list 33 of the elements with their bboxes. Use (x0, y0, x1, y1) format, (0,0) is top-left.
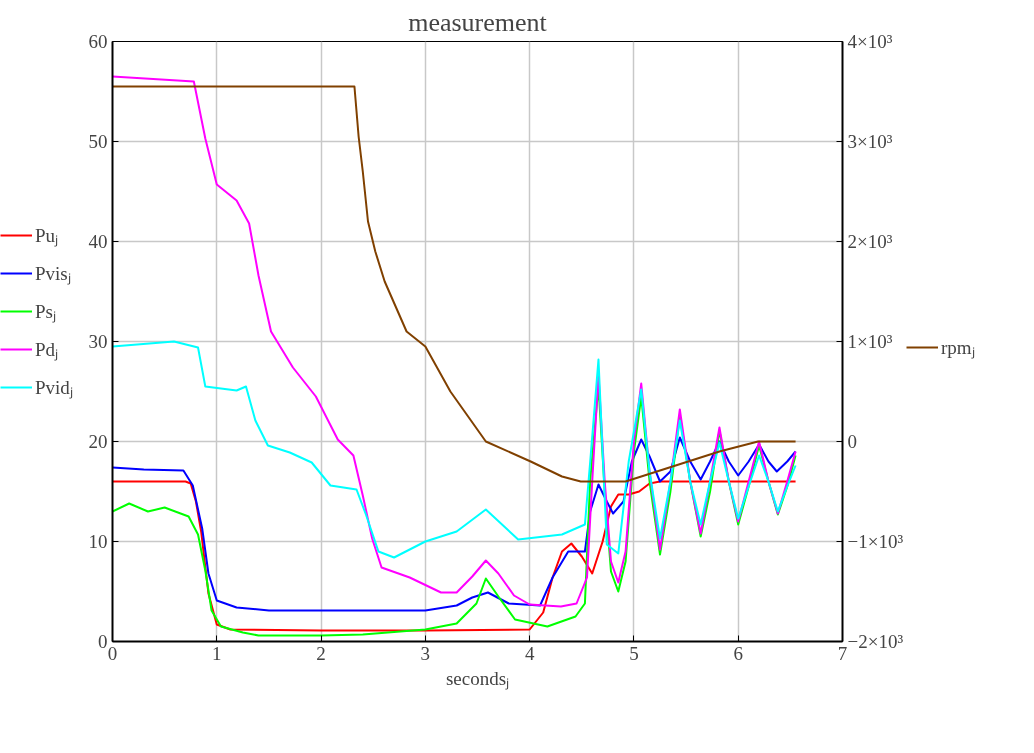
y-tick-label: 30 (88, 331, 108, 352)
legend-label: Pvisⱼ (35, 262, 71, 286)
y2-tick-label: 0 (847, 431, 857, 452)
x-tick-label: 7 (837, 642, 848, 664)
y-tick-label: 60 (88, 31, 108, 52)
x-tick-label: 6 (733, 642, 743, 664)
legend-label: Pdⱼ (35, 338, 59, 362)
y-tick-label: 10 (88, 531, 108, 552)
line-series (112, 75, 797, 608)
y-tick-label: 20 (88, 431, 108, 452)
x-tick-label: 1 (212, 642, 222, 664)
legend-label: Pvidⱼ (35, 376, 73, 400)
chart-title: measurement (408, 7, 548, 37)
line-series (112, 85, 797, 483)
legend-label: Psⱼ (35, 300, 56, 324)
line-series (112, 436, 797, 612)
y2-tick-label: −2×10³ (847, 631, 904, 652)
y2-tick-label: 4×10³ (847, 31, 893, 52)
y2-tick-label: −1×10³ (847, 531, 904, 552)
y-tick-label: 40 (88, 231, 108, 252)
y-tick-label: 50 (88, 131, 108, 152)
x-axis-title: secondsⱼ (445, 667, 510, 690)
y2-tick-label: 1×10³ (847, 331, 893, 352)
x-tick-label: 2 (316, 642, 326, 664)
x-tick-label: 5 (629, 642, 639, 664)
x-tick-label: 3 (420, 642, 431, 664)
x-tick-label: 4 (524, 642, 535, 664)
line-series (112, 480, 797, 632)
legend-label: Puⱼ (35, 224, 59, 248)
line-series (112, 340, 797, 559)
y2-tick-label: 2×10³ (847, 231, 893, 252)
legend-label: rpmⱼ (941, 336, 975, 360)
y2-tick-label: 3×10³ (847, 131, 893, 152)
